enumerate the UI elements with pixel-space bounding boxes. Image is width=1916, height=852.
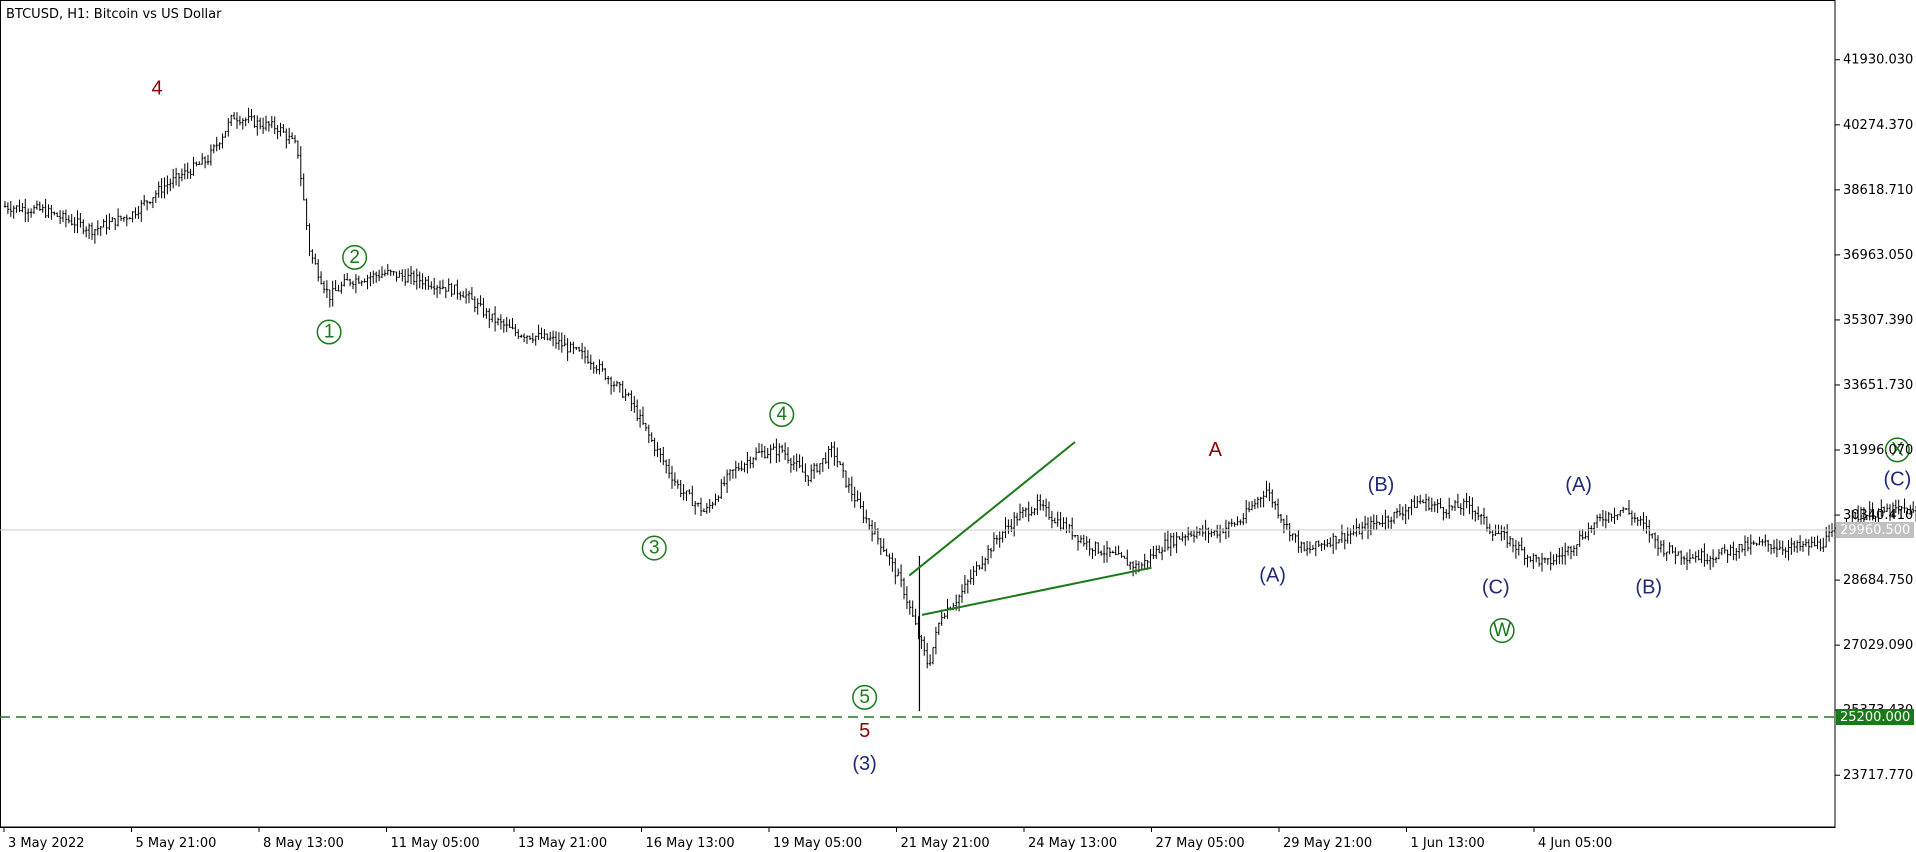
current-price-tag: 29960.500 <box>1840 523 1910 538</box>
wave-label: 3 <box>649 538 660 559</box>
x-tick-label: 8 May 13:00 <box>263 836 344 851</box>
wave-label: (B) <box>1635 576 1662 598</box>
plot-border <box>0 0 1836 828</box>
x-tick-label: 1 Jun 13:00 <box>1411 836 1485 851</box>
chart-lines <box>0 441 1835 718</box>
wave-label: 1 <box>324 322 335 343</box>
x-tick-label: 11 May 05:00 <box>391 836 480 851</box>
wave-label: 4 <box>776 404 787 425</box>
wave-label: (B) <box>1368 474 1395 496</box>
wave-label: (C) <box>1482 576 1510 598</box>
y-tick-label: 41930.030 <box>1843 53 1913 68</box>
wave-label: (C) <box>1883 468 1911 490</box>
chart-frame <box>0 0 1836 828</box>
trendline <box>908 441 1076 577</box>
support-price-tag-bg <box>1836 709 1914 725</box>
x-tick-label: 27 May 05:00 <box>1156 836 1245 851</box>
wave-label: (3) <box>852 753 876 775</box>
y-tick-label: 36963.050 <box>1843 248 1913 263</box>
candles <box>3 107 1916 712</box>
wave-label-circle <box>641 535 667 561</box>
current-price-tag-bg <box>1836 521 1914 538</box>
wave-label: 5 <box>859 687 870 708</box>
y-tick-label: 35307.390 <box>1843 313 1913 328</box>
trendline <box>921 566 1152 616</box>
x-tick-label: 29 May 21:00 <box>1283 836 1372 851</box>
x-tick-label: 24 May 13:00 <box>1028 836 1117 851</box>
y-tick-label: 31996.070 <box>1843 443 1913 458</box>
wave-label-circle <box>316 319 342 345</box>
wave-label: 5 <box>859 720 870 742</box>
wave-label: (A) <box>1259 565 1286 587</box>
x-tick-label: 5 May 21:00 <box>136 836 217 851</box>
wave-label: A <box>1209 439 1223 461</box>
wave-label-circle <box>852 684 878 710</box>
wave-label-circle <box>1884 437 1910 463</box>
x-tick-label: 13 May 21:00 <box>518 836 607 851</box>
y-tick-label: 38618.710 <box>1843 183 1913 198</box>
wave-labels: 4214355(3)A(A)(B)(C)W(A)(B)X(C)(A)(B)1(C… <box>151 77 1911 775</box>
wave-label: X <box>1891 439 1904 460</box>
x-tick-label: 3 May 2022 <box>8 836 85 851</box>
y-tick-label: 40274.370 <box>1843 118 1913 133</box>
x-tick-label: 4 Jun 05:00 <box>1538 836 1612 851</box>
wave-label: 2 <box>349 247 360 268</box>
wave-label: (A) <box>1565 474 1592 496</box>
x-tick-label: 19 May 05:00 <box>773 836 862 851</box>
x-tick-label: 21 May 21:00 <box>901 836 990 851</box>
wave-label-circle <box>1489 618 1515 644</box>
wave-label-circle <box>342 244 368 270</box>
y-tick-label: 23717.770 <box>1843 768 1913 783</box>
support-price-tag: 25200.000 <box>1840 710 1910 725</box>
wave-label: W <box>1493 620 1511 641</box>
y-tick-label: 27029.090 <box>1843 638 1913 653</box>
wave-label-circle <box>769 401 795 428</box>
chart-title: BTCUSD, H1: Bitcoin vs US Dollar <box>6 7 222 22</box>
y-tick-label: 30340.410 <box>1843 508 1913 523</box>
x-tick-label: 16 May 13:00 <box>646 836 735 851</box>
y-tick-label: 33651.730 <box>1843 378 1913 393</box>
y-tick-label: 28684.750 <box>1843 573 1913 588</box>
wave-label: 4 <box>151 77 162 99</box>
